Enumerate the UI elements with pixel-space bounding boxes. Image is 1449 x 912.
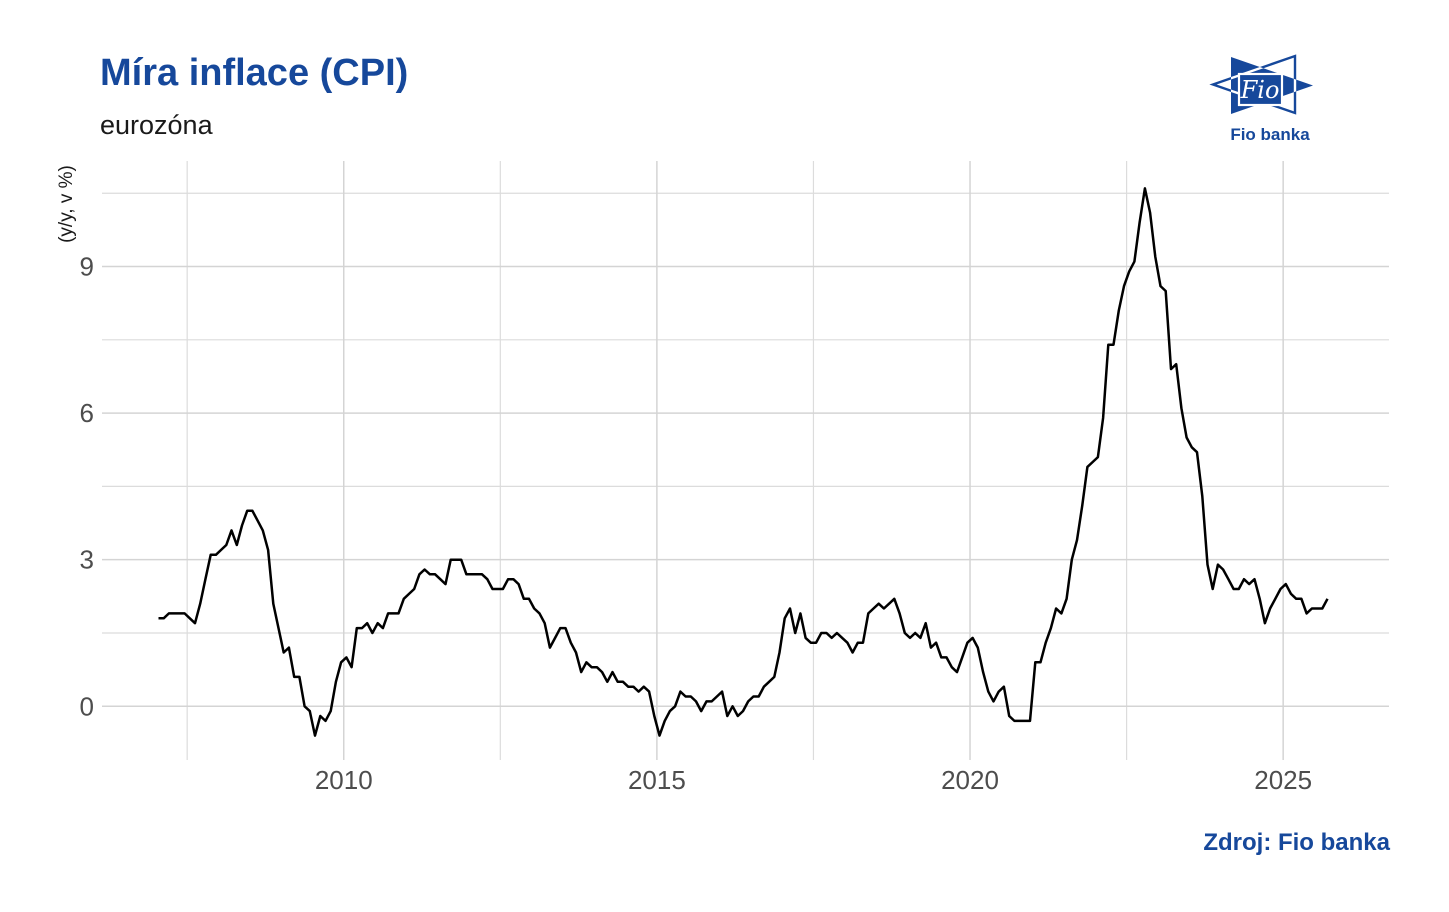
fio-banka-logo: Fio Fio banka xyxy=(1209,54,1313,141)
page-title: Míra inflace (CPI) xyxy=(100,52,409,94)
page-subtitle: eurozóna xyxy=(100,110,213,140)
y-tick-label: 9 xyxy=(80,252,94,282)
x-tick-label: 2020 xyxy=(941,765,999,795)
logo-monogram-box xyxy=(1237,72,1284,107)
y-tick-label: 0 xyxy=(80,691,94,721)
x-tick-label: 2010 xyxy=(315,765,373,795)
inflation-data-line xyxy=(158,187,1329,737)
source-note: Zdroj: Fio banka xyxy=(1203,829,1390,856)
y-tick-label: 6 xyxy=(80,398,94,428)
x-tick-label: 2015 xyxy=(628,765,686,795)
y-tick-label: 3 xyxy=(80,545,94,575)
logo-monogram-text: Fio xyxy=(1240,76,1280,104)
x-tick-label: 2025 xyxy=(1254,765,1312,795)
logo-wordmark: Fio banka xyxy=(1230,125,1310,141)
y-axis-title: (y/y, v %) xyxy=(56,165,77,243)
